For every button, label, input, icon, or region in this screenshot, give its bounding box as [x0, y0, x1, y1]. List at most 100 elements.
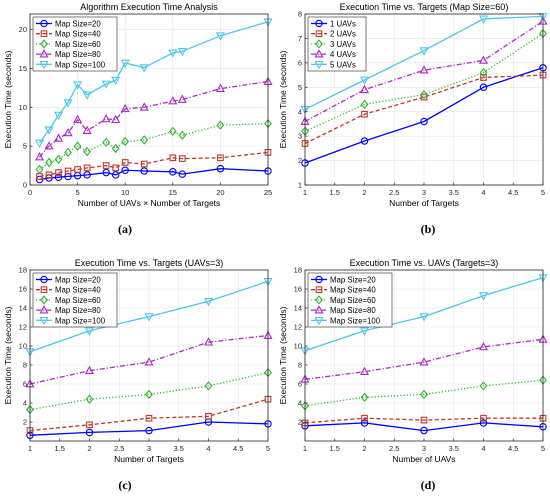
data-point	[478, 342, 489, 351]
y-tick-label: 8	[298, 10, 302, 19]
y-tick-label: 14	[294, 304, 302, 313]
data-point	[102, 162, 110, 169]
data-point	[359, 76, 370, 85]
series-line	[304, 338, 544, 380]
y-tick-label: 16	[19, 285, 27, 294]
data-point	[145, 414, 153, 422]
legend-label: Map Size=80	[55, 306, 101, 315]
y-tick-label: 5	[298, 83, 302, 92]
x-tick-label: 1.5	[330, 188, 340, 197]
series-5-c	[25, 278, 273, 357]
data-point	[82, 125, 92, 134]
x-tick-label: 5	[541, 444, 545, 453]
legend-item: Map Size=40	[36, 30, 101, 39]
series-4-a	[34, 76, 273, 161]
legend-marker	[314, 305, 324, 314]
data-point	[217, 154, 224, 162]
x-tick-label: 3	[422, 188, 426, 197]
data-point	[216, 120, 225, 130]
data-point	[86, 421, 93, 429]
series-4-b	[300, 16, 548, 125]
x-tick-label: 4.5	[233, 444, 243, 453]
legend-label: 5 UAVs	[330, 60, 356, 69]
data-point	[74, 166, 81, 173]
x-tick-label: 0	[28, 188, 32, 197]
data-point	[101, 80, 111, 89]
legend-item: Map Size=80	[36, 305, 101, 315]
data-point	[85, 394, 94, 404]
legend-marker	[39, 49, 49, 58]
x-tick-label: 3.5	[449, 188, 459, 197]
legend-item: Map Size=40	[311, 286, 376, 295]
x-tick-label: 1	[28, 444, 32, 453]
data-point	[359, 366, 370, 375]
y-tick-label: 6	[298, 380, 302, 389]
data-point	[420, 117, 428, 126]
y-tick-label: 0	[23, 181, 27, 190]
data-point	[360, 419, 369, 427]
data-point	[85, 428, 94, 437]
y-tick-label: 18	[294, 266, 302, 275]
legend-marker	[315, 275, 323, 284]
y-axis-label-c: Execution Time (seconds)	[3, 306, 13, 404]
data-point	[216, 164, 225, 173]
chart-title-b: Execution Time vs. Targets (Map Size=60)	[340, 2, 509, 12]
caption-c: (c)	[118, 478, 132, 492]
data-point	[420, 389, 428, 400]
caption-a: (a)	[118, 222, 132, 236]
series-line	[304, 422, 544, 432]
data-point	[178, 130, 187, 140]
data-point	[140, 160, 148, 168]
data-point	[478, 55, 489, 64]
data-point	[73, 114, 83, 124]
data-point	[420, 426, 428, 435]
axes-frame	[29, 13, 269, 186]
x-axis-label-c: Number of Targets	[114, 454, 184, 464]
x-tick-label: 2.5	[389, 444, 399, 453]
data-point	[139, 102, 149, 111]
legend-marker	[315, 19, 323, 28]
series-5-a	[34, 18, 273, 148]
data-point	[361, 414, 368, 422]
series-line	[29, 280, 269, 353]
legend-marker	[40, 295, 48, 305]
legend-label: Map Size=60	[330, 296, 376, 305]
data-point	[34, 139, 45, 148]
data-point	[419, 65, 429, 74]
legend-item: Map Size=60	[36, 39, 101, 49]
data-point	[111, 114, 121, 124]
series-line	[29, 421, 269, 436]
data-point	[112, 164, 120, 172]
legend-item: 2 UAVs	[311, 30, 356, 39]
legend-item: 3 UAVs	[311, 39, 356, 49]
legend-item: Map Size=100	[311, 316, 381, 325]
series-line	[304, 15, 544, 110]
x-tick-label: 2	[362, 444, 366, 453]
legend-marker	[40, 286, 48, 294]
data-point	[359, 84, 370, 94]
data-point	[102, 168, 110, 177]
x-tick-label: 5	[541, 188, 545, 197]
data-point	[111, 143, 120, 154]
data-point	[177, 47, 187, 57]
x-tick-label: 4	[206, 444, 210, 453]
y-tick-label: 12	[19, 323, 27, 332]
series-3-a	[35, 118, 272, 175]
x-tick-label: 1.5	[55, 444, 65, 453]
data-point	[360, 392, 369, 402]
data-point	[83, 171, 91, 179]
data-point	[34, 152, 45, 161]
y-tick-label: 4	[23, 399, 27, 408]
chart-title-a: Algorithm Execution Time Analysis	[80, 2, 218, 12]
series-line	[39, 168, 269, 181]
data-point	[479, 381, 488, 391]
data-point	[121, 166, 129, 174]
y-tick-label: 6	[298, 58, 302, 67]
chart-title-c: Execution Time vs. Targets (UAVs=3)	[75, 258, 223, 268]
legend-label: Map Size=40	[55, 286, 101, 295]
legend-marker	[39, 60, 49, 70]
data-point	[479, 419, 488, 427]
x-tick-label: 4.5	[508, 188, 518, 197]
